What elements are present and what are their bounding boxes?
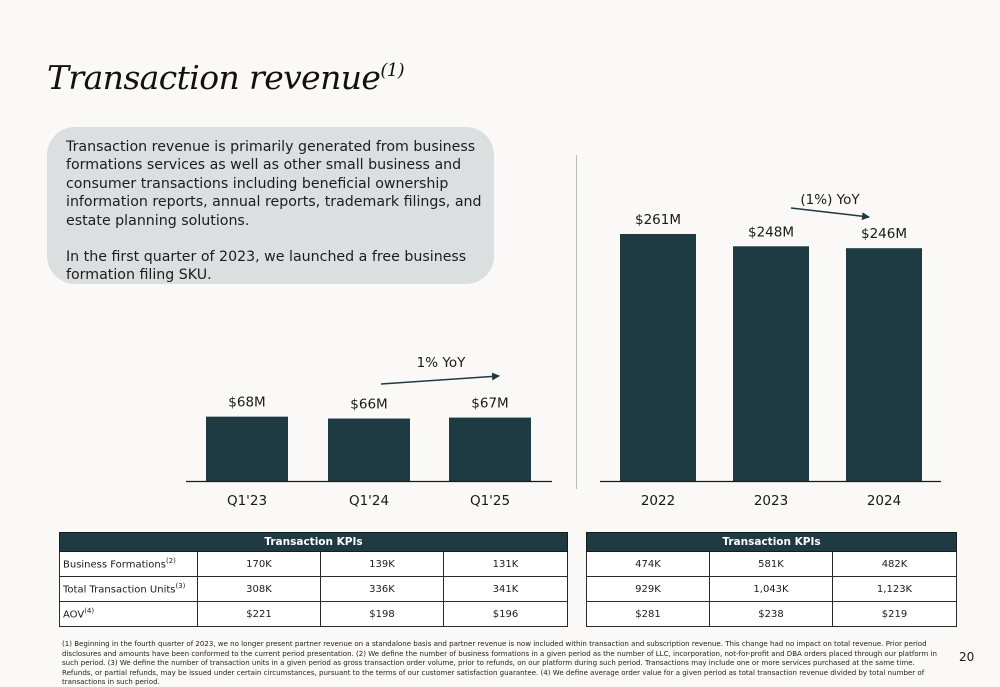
table-cell: $219 <box>831 601 958 627</box>
page-title-text: Transaction revenue <box>47 58 381 97</box>
tick-label: 2024 <box>867 493 901 509</box>
table-cell: 308K <box>197 576 321 602</box>
table-cell: 482K <box>831 551 958 577</box>
row-label: Total Transaction Units(3) <box>59 576 198 602</box>
table-cell: 336K <box>320 576 444 602</box>
tick-label: Q1'25 <box>470 493 510 509</box>
data-label: $67M <box>471 396 508 412</box>
row-label-text: Business Formations <box>63 559 166 571</box>
data-label: $68M <box>228 395 265 411</box>
table-cell: 131K <box>442 551 569 577</box>
table-cell: $198 <box>320 601 444 627</box>
bar <box>733 246 809 481</box>
bar <box>328 418 410 481</box>
row-label-text: AOV <box>63 609 85 621</box>
table-row: Total Transaction Units(3) 308K 336K 341… <box>59 576 569 602</box>
description-callout: Transaction revenue is primarily generat… <box>47 127 494 284</box>
table-row: AOV(4) $221 $198 $196 <box>59 601 569 627</box>
page-title: Transaction revenue(1) <box>47 58 405 97</box>
yoy-annotation: 1% YoY <box>417 355 466 371</box>
page-number: 20 <box>959 650 975 664</box>
trend-arrow <box>790 207 870 221</box>
bar <box>846 248 922 481</box>
description-paragraph-2: In the first quarter of 2023, we launche… <box>66 249 467 284</box>
table-cell: 581K <box>709 551 833 577</box>
table-cell: $281 <box>586 601 710 627</box>
footnotes: (1) Beginning in the fourth quarter of 2… <box>62 639 937 687</box>
table-row: Business Formations(2) 170K 139K 131K <box>59 551 569 577</box>
table-cell: $221 <box>197 601 321 627</box>
table-cell: 474K <box>586 551 710 577</box>
trend-arrow <box>380 372 500 385</box>
table-cell: 1,043K <box>709 576 833 602</box>
row-label-text: Total Transaction Units <box>63 584 176 596</box>
table-row: 474K 581K 482K <box>586 551 958 577</box>
kpi-table-header: Transaction KPIs <box>585 532 958 552</box>
row-label-note: (3) <box>175 582 186 591</box>
table-cell: 170K <box>197 551 321 577</box>
table-row: 929K 1,043K 1,123K <box>586 576 958 602</box>
bar <box>449 417 531 481</box>
title-footnote-ref: (1) <box>380 60 405 81</box>
data-label: $66M <box>350 397 387 413</box>
table-cell: 341K <box>442 576 569 602</box>
tick-label: 2022 <box>641 493 675 509</box>
row-label: Business Formations(2) <box>59 551 198 577</box>
bar <box>620 234 696 481</box>
table-cell: 139K <box>320 551 444 577</box>
chart-divider <box>576 155 577 489</box>
table-cell: 929K <box>586 576 710 602</box>
bar <box>206 416 288 481</box>
yoy-annotation: (1%) YoY <box>800 192 860 208</box>
tick-label: 2023 <box>754 493 788 509</box>
table-cell: $196 <box>442 601 569 627</box>
row-label-note: (2) <box>165 557 176 566</box>
kpi-table-header: Transaction KPIs <box>58 532 569 552</box>
kpi-table-quarterly: Transaction KPIs Business Formations(2) … <box>58 532 569 627</box>
tick-label: Q1'24 <box>349 493 389 509</box>
tick-label: Q1'23 <box>227 493 267 509</box>
data-label: $261M <box>635 212 681 228</box>
data-label: $246M <box>861 226 907 242</box>
row-label-note: (4) <box>84 607 95 616</box>
table-cell: $238 <box>709 601 833 627</box>
data-label: $248M <box>748 224 794 240</box>
table-row: $281 $238 $219 <box>586 601 958 627</box>
table-cell: 1,123K <box>831 576 958 602</box>
kpi-table-annual: Transaction KPIs 474K 581K 482K 929K 1,0… <box>585 532 958 627</box>
description-paragraph-1: Transaction revenue is primarily generat… <box>66 139 482 229</box>
row-label: AOV(4) <box>59 601 198 627</box>
